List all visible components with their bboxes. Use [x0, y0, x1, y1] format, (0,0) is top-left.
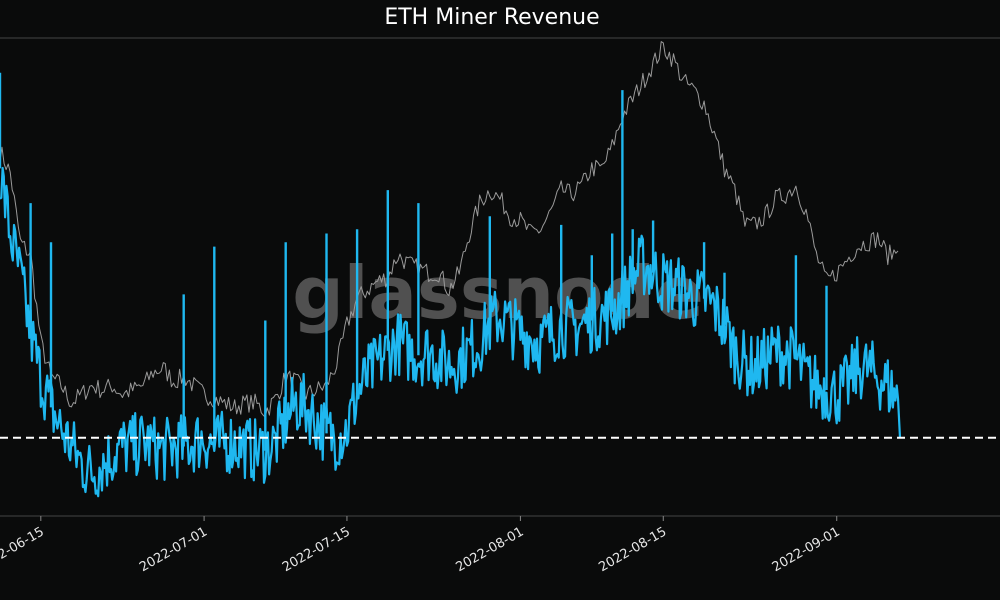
chart-title: ETH Miner Revenue: [384, 5, 599, 30]
series-layer: [0, 41, 902, 498]
series-line-revenue: [0, 166, 902, 498]
series-line-secondary: [0, 41, 899, 418]
glassnode-watermark: glassnode: [292, 251, 704, 335]
